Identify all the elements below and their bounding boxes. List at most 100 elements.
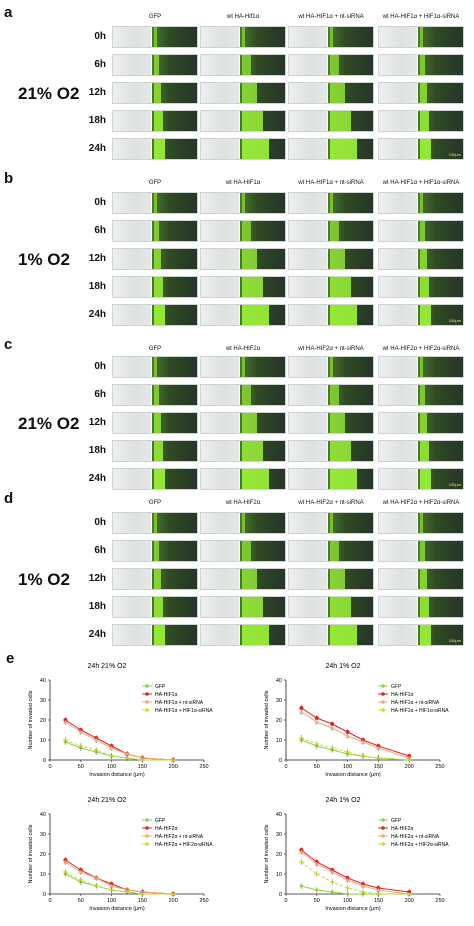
legend-marker — [145, 708, 149, 712]
brightfield-image — [201, 27, 239, 47]
wound-edge — [330, 513, 333, 533]
data-point — [330, 889, 335, 895]
wound-edge — [420, 625, 431, 645]
brightfield-image — [201, 139, 239, 159]
brightfield-image — [379, 413, 417, 433]
micrograph-tile — [200, 304, 286, 326]
fluorescence-image — [418, 221, 463, 241]
panel-letter: a — [4, 4, 13, 21]
condition-label: 21% O2 — [18, 414, 80, 433]
column-header: wt HA-Hif1α — [226, 14, 260, 20]
wound-edge — [330, 469, 357, 489]
x-tick-label: 150 — [138, 764, 147, 770]
fluorescence-image — [240, 27, 285, 47]
micrograph-tile — [112, 540, 198, 562]
y-axis-label: Number of invaded cells — [264, 690, 270, 749]
chart-title: 24h 1% O2 — [325, 663, 360, 670]
wound-edge — [154, 83, 161, 103]
micrograph-tile — [112, 596, 198, 618]
timepoint-label: 24h — [88, 473, 106, 484]
fluorescence-image — [328, 513, 373, 533]
wound-edge — [154, 413, 161, 433]
x-tick-label: 50 — [314, 764, 320, 770]
wound-edge — [420, 305, 431, 325]
brightfield-image — [201, 305, 239, 325]
x-tick-label: 250 — [435, 898, 444, 904]
timepoint-label: 24h — [88, 143, 106, 154]
micrograph-tile — [288, 512, 374, 534]
fluorescence-image — [152, 277, 197, 297]
brightfield-image — [201, 513, 239, 533]
micrograph-tile — [378, 110, 464, 132]
fluorescence-image — [328, 193, 373, 213]
micrograph-tile — [112, 356, 198, 378]
wound-edge — [330, 193, 333, 213]
y-tick-label: 30 — [40, 698, 46, 704]
data-point — [376, 745, 381, 750]
series-line — [65, 719, 174, 761]
brightfield-image — [379, 83, 417, 103]
x-axis-label: Invasion distance (μm) — [325, 772, 381, 778]
brightfield-image — [289, 139, 327, 159]
micrograph-tile — [288, 220, 374, 242]
wound-edge — [242, 513, 245, 533]
micrograph-tile — [112, 384, 198, 406]
micrograph-tile — [200, 440, 286, 462]
wound-edge — [420, 469, 431, 489]
wound-edge — [420, 513, 423, 533]
wound-edge — [420, 541, 425, 561]
wound-edge — [154, 305, 165, 325]
timepoint-label: 18h — [88, 601, 106, 612]
brightfield-image — [379, 305, 417, 325]
legend-marker — [381, 700, 385, 704]
panel-letter: d — [4, 490, 14, 507]
y-tick-label: 40 — [40, 812, 46, 818]
wound-edge — [154, 357, 157, 377]
timepoint-label: 12h — [88, 417, 106, 428]
wound-edge — [154, 111, 163, 131]
legend-label: HA-HIF1α + HIF1α-siRNA — [155, 708, 213, 714]
wound-edge — [420, 569, 427, 589]
wound-edge — [242, 83, 257, 103]
wound-edge — [154, 441, 163, 461]
legend-marker — [381, 818, 385, 822]
wound-edge — [330, 55, 339, 75]
micrograph-tile — [378, 512, 464, 534]
micrograph-tile — [378, 596, 464, 618]
brightfield-image — [379, 111, 417, 131]
brightfield-image — [113, 385, 151, 405]
micrograph-tile — [112, 138, 198, 160]
micrograph-tile — [288, 110, 374, 132]
brightfield-image — [113, 193, 151, 213]
data-point — [330, 722, 335, 726]
legend-label: HA-HIF2α + HIF2α-siRNA — [391, 842, 449, 848]
column-header: GFP — [148, 14, 162, 20]
timepoint-label: 24h — [88, 629, 106, 640]
x-tick-label: 100 — [107, 764, 116, 770]
fluorescence-image — [418, 441, 463, 461]
micrograph-tile — [112, 220, 198, 242]
brightfield-image — [379, 597, 417, 617]
wound-edge — [330, 441, 351, 461]
brightfield-image — [289, 305, 327, 325]
x-tick-label: 0 — [284, 764, 287, 770]
legend-label: HA-HIF2α + nt-siRNA — [155, 834, 204, 840]
x-axis-label: Invasion distance (μm) — [325, 906, 381, 912]
brightfield-image — [289, 193, 327, 213]
legend-label: HA-HIF2α — [155, 826, 177, 832]
timepoint-label: 12h — [88, 573, 106, 584]
x-tick-label: 100 — [343, 764, 352, 770]
micrograph-tile — [112, 110, 198, 132]
micrograph-tile — [288, 356, 374, 378]
column-header: GFP — [148, 500, 162, 506]
column-header: wt HA-HIF2α + HIF2α-siRNA — [382, 500, 460, 506]
chart-title: 24h 21% O2 — [88, 797, 127, 804]
legend-label: GFP — [391, 684, 402, 690]
y-axis-label: Number of invaded cells — [264, 824, 270, 883]
x-tick-label: 200 — [405, 764, 414, 770]
brightfield-image — [113, 625, 151, 645]
fluorescence-image — [152, 249, 197, 269]
micrograph-tile — [200, 110, 286, 132]
data-point — [299, 709, 304, 714]
data-point — [314, 719, 319, 724]
